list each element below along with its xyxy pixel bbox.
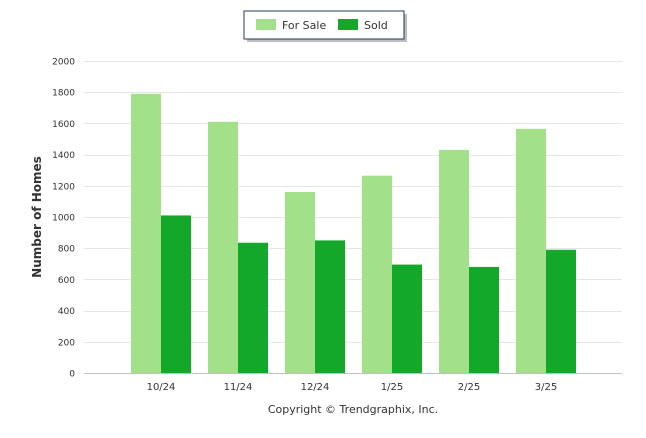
bar-sold — [238, 242, 268, 373]
y-axis-title: Number of Homes — [30, 156, 44, 278]
y-tick-label: 1600 — [52, 120, 75, 130]
legend-swatch-for-sale — [256, 19, 276, 30]
bar-sold — [392, 264, 422, 373]
y-tick-label: 200 — [58, 338, 75, 348]
bar-for-sale — [362, 175, 392, 373]
copyright-footer: Copyright © Trendgraphix, Inc. — [268, 403, 438, 416]
bar-sold — [469, 266, 499, 373]
x-tick-label: 1/25 — [381, 382, 403, 393]
bars — [131, 93, 576, 373]
legend: For Sale Sold — [243, 10, 407, 42]
y-tick-label: 600 — [58, 276, 75, 286]
x-axis-ticks: 10/24 11/24 12/24 1/25 2/25 3/25 — [147, 382, 558, 393]
y-axis-ticks: 0 200 400 600 800 1000 1200 1400 1600 1800 2000 — [52, 58, 75, 380]
bar-for-sale — [208, 121, 238, 373]
bar-sold — [161, 215, 191, 373]
y-tick-label: 1400 — [52, 151, 75, 161]
bar-for-sale — [516, 128, 546, 373]
y-tick-label: 1000 — [52, 214, 75, 224]
bar-for-sale — [285, 192, 315, 373]
legend-label-for-sale: For Sale — [282, 19, 326, 32]
x-tick-label: 2/25 — [458, 382, 480, 393]
x-tick-label: 3/25 — [535, 382, 557, 393]
x-tick-label: 10/24 — [147, 382, 176, 393]
y-tick-label: 400 — [58, 307, 75, 317]
y-tick-label: 800 — [58, 245, 75, 255]
y-tick-label: 1200 — [52, 182, 75, 192]
legend-label-sold: Sold — [364, 19, 388, 32]
bar-for-sale — [439, 149, 469, 373]
legend-swatch-sold — [338, 19, 358, 30]
y-tick-label: 2000 — [52, 58, 75, 68]
x-tick-label: 11/24 — [224, 382, 253, 393]
bar-sold — [546, 249, 576, 373]
y-tick-label: 1800 — [52, 89, 75, 99]
bar-sold — [315, 240, 345, 373]
y-tick-label: 0 — [69, 370, 75, 380]
bar-for-sale — [131, 93, 161, 373]
x-tick-label: 12/24 — [301, 382, 330, 393]
